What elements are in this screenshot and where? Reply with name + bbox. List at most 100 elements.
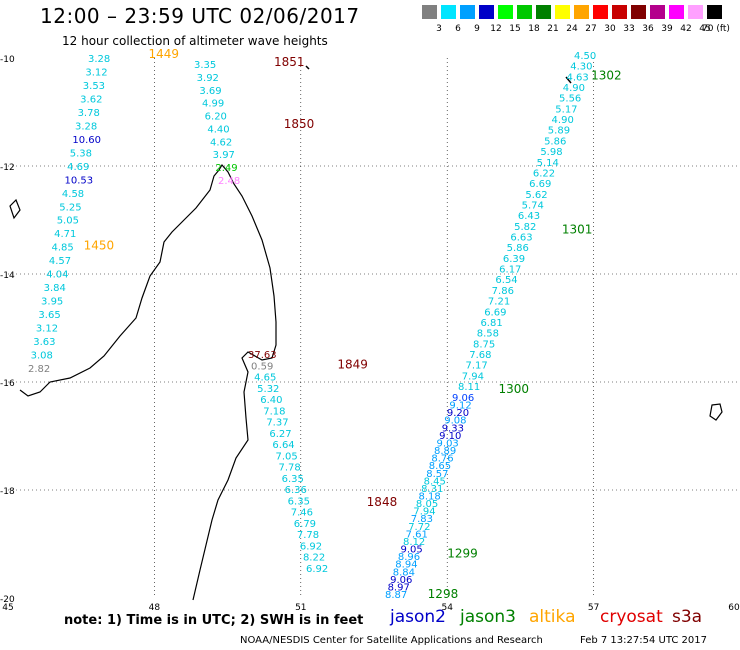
legend-swatch — [498, 5, 513, 19]
wave-height-value: 3.69 — [199, 86, 221, 97]
wave-height-value: 9.05 — [400, 545, 422, 556]
wave-height-value: 3.65 — [38, 310, 60, 321]
wave-height-value: 4.65 — [254, 373, 276, 384]
y-tick-label: -18 — [0, 487, 15, 497]
wave-height-value: 3.28 — [88, 54, 110, 65]
pass-number-label: 1299 — [447, 547, 478, 561]
wave-height-value: 3.62 — [80, 94, 102, 105]
wave-height-value: 5.82 — [514, 222, 536, 233]
wave-height-value: 5.86 — [544, 136, 566, 147]
wave-height-value: 5.38 — [70, 148, 92, 159]
wave-height-value: 10.60 — [72, 135, 101, 146]
wave-height-value: 7.86 — [492, 286, 514, 297]
mauritius-island — [709, 403, 723, 421]
y-tick-label: -10 — [0, 55, 15, 65]
wave-height-value: 8.76 — [431, 454, 453, 465]
wave-height-value: 5.14 — [537, 158, 559, 169]
wave-height-value: 5.17 — [555, 104, 577, 115]
map-title: 12:00 – 23:59 UTC 02/06/2017 — [40, 4, 360, 28]
wave-height-value: 4.69 — [67, 162, 89, 173]
wave-height-value: 9.06 — [390, 575, 412, 586]
wave-height-value: 6.36 — [285, 485, 307, 496]
wave-height-value: 8.05 — [416, 499, 438, 510]
wave-height-value: 6.54 — [495, 275, 517, 286]
pass-number-label: 1849 — [337, 358, 368, 372]
satellite-cryosat: cryosat — [600, 607, 663, 627]
legend-swatch — [688, 5, 703, 19]
wave-height-value: 6.63 — [510, 233, 532, 244]
wave-height-value: 2.82 — [28, 364, 50, 375]
satellite-jason2: jason2 — [390, 607, 446, 627]
wave-height-value: 0.59 — [251, 361, 273, 372]
wave-height-value: 7.78 — [297, 530, 319, 541]
legend-label: 3 — [436, 24, 442, 34]
madagascar-coastline — [19, 163, 277, 601]
x-tick-label: 54 — [441, 603, 453, 613]
legend-label: 24 — [566, 24, 578, 34]
wave-height-value: 6.39 — [503, 254, 525, 265]
wave-height-value: 8.45 — [424, 476, 446, 487]
legend-swatch — [612, 5, 627, 19]
wave-height-value: 5.86 — [507, 243, 529, 254]
wave-height-value: 6.27 — [269, 429, 291, 440]
wave-height-value: 8.84 — [393, 567, 415, 578]
x-tick-label: 60 — [728, 603, 740, 613]
wave-height-value: 8.87 — [385, 590, 407, 601]
pass-number-label: 1450 — [84, 239, 115, 253]
y-tick-label: -16 — [0, 379, 15, 389]
wave-height-value: 3.08 — [31, 351, 53, 362]
wave-height-value: 2.49 — [215, 163, 237, 174]
wave-height-value: 10.53 — [65, 175, 94, 186]
wave-height-value: 7.37 — [266, 418, 288, 429]
legend-swatch — [650, 5, 665, 19]
wave-height-value: 4.30 — [570, 62, 592, 73]
x-tick-label: 51 — [295, 603, 306, 613]
wave-height-value: 4.90 — [552, 115, 574, 126]
wave-height-value: 8.11 — [458, 382, 480, 393]
wave-height-value: 9.10 — [439, 431, 461, 442]
wave-height-value: 3.35 — [194, 60, 216, 71]
wave-height-value: 4.85 — [51, 243, 73, 254]
pass-number-label: 1851 — [274, 55, 305, 69]
wave-height-value: 7.94 — [413, 507, 435, 518]
legend-label: 9 — [474, 24, 480, 34]
comoros-islet — [9, 198, 21, 220]
legend-label: 45 — [699, 24, 711, 34]
satellite-s3a: s3a — [672, 607, 703, 627]
legend-label: 18 — [528, 24, 540, 34]
legend-label: 30 — [604, 24, 616, 34]
legend-label: 6 — [455, 24, 461, 34]
wave-height-value: 5.74 — [522, 200, 544, 211]
wave-height-value: 3.78 — [78, 108, 100, 119]
wave-height-value: 3.92 — [197, 73, 219, 84]
wave-height-value: 8.75 — [473, 339, 495, 350]
x-tick-label: 57 — [588, 603, 599, 613]
legend-label: 39 — [661, 24, 673, 34]
legend-unit: 70 (ft) — [702, 24, 730, 34]
wave-height-value: 4.90 — [563, 83, 585, 94]
y-tick-label: -20 — [0, 595, 15, 605]
wave-height-value: 6.92 — [300, 541, 322, 552]
wave-height-value: 8.22 — [303, 553, 325, 564]
wave-height-value: 7.94 — [462, 371, 484, 382]
generated-timestamp: Feb 7 13:27:54 UTC 2017 — [580, 635, 707, 646]
legend-swatch — [441, 5, 456, 19]
wave-height-value: 3.12 — [85, 67, 107, 78]
wave-height-value: 8.94 — [395, 560, 417, 571]
y-tick-label: -14 — [0, 271, 15, 281]
legend-swatch — [707, 5, 722, 19]
satellite-jason3: jason3 — [460, 607, 516, 627]
wave-height-value: 7.18 — [263, 406, 285, 417]
wave-height-value: 9.20 — [447, 408, 469, 419]
wave-height-value: 37.63 — [248, 350, 277, 361]
map-subtitle: 12 hour collection of altimeter wave hei… — [62, 34, 328, 48]
wave-height-value: 6.43 — [518, 211, 540, 222]
pass-number-label: 1449 — [149, 47, 180, 61]
wave-height-value: 4.62 — [210, 137, 232, 148]
legend-swatch — [555, 5, 570, 19]
wave-height-value: 4.04 — [46, 270, 68, 281]
coastline — [9, 65, 723, 601]
wave-height-value: 9.12 — [449, 401, 471, 412]
wave-height-value: 7.21 — [488, 297, 510, 308]
